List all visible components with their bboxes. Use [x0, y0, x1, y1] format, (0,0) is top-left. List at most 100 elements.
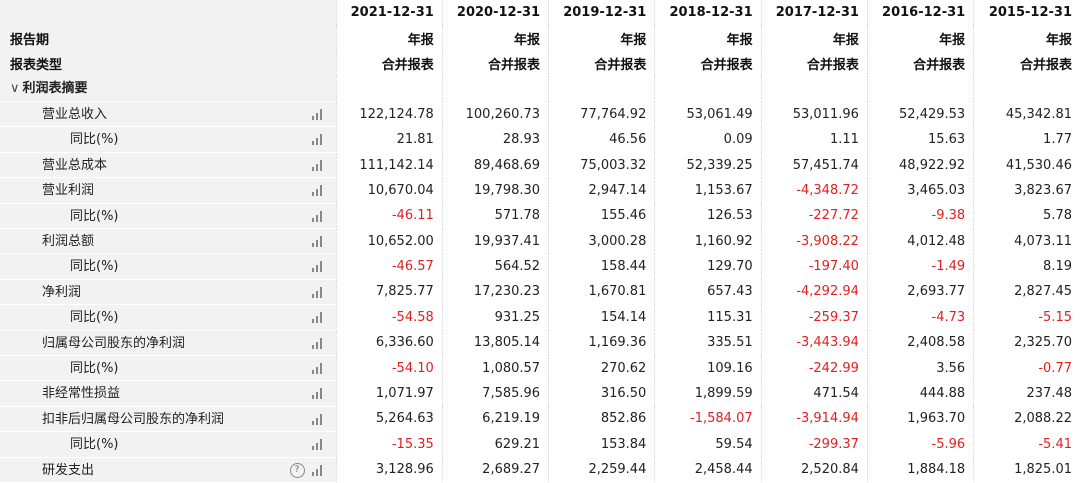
row-label: 同比(%) [70, 437, 119, 453]
value-cell: 57,451.74 [760, 152, 868, 178]
section-toggle[interactable]: ∨ 利润表摘要 [0, 76, 336, 103]
value-cell: 1.11 [760, 126, 868, 153]
section-header-row[interactable]: ∨ 利润表摘要 [0, 76, 1080, 103]
row-label: 非经常性损益 [42, 386, 121, 402]
bar-chart-icon[interactable] [311, 439, 324, 451]
table-row: 归属母公司股东的净利润 6,336.60 13,805.14 1,169.36 335.… [0, 330, 1080, 356]
value-cell: 45,342.81 [973, 101, 1080, 127]
value-cell: 89,468.69 [441, 152, 549, 178]
table-row: 净利润 7,825.77 17,230.23 1,670.81 657.43 -4,292… [0, 279, 1080, 306]
period-date[interactable]: 2018-12-31 [654, 0, 762, 26]
row-label-cell: 非经常性损益 [0, 380, 336, 407]
period-date[interactable]: 2017-12-31 [760, 0, 868, 26]
value-cell: 109.16 [654, 355, 762, 381]
table-row: 同比(%) -54.10 1,080.57 270.62 109.16 -242.99 3.… [0, 355, 1080, 382]
value-cell: -54.58 [335, 304, 443, 331]
table-row: 同比(%) -15.35 629.21 153.84 59.54 -299.37 -5.96… [0, 431, 1080, 458]
bar-chart-icon[interactable] [311, 388, 324, 400]
period-date[interactable]: 2020-12-31 [441, 0, 549, 26]
bar-chart-icon[interactable] [311, 109, 324, 121]
row-label: 同比(%) [70, 208, 119, 224]
row-label: 归属母公司股东的净利润 [42, 335, 186, 351]
period-date[interactable]: 2015-12-31 [973, 0, 1080, 26]
value-cell: 2,458.44 [654, 457, 762, 483]
bar-chart-icon[interactable] [311, 312, 324, 324]
value-cell: 2,947.14 [548, 177, 655, 204]
period-type: 年报 [973, 25, 1080, 51]
period-header-row: 2021-12-31 2020-12-31 2019-12-31 2018-12… [0, 0, 1080, 26]
value-cell: 3.56 [866, 355, 974, 381]
table-row: 同比(%) -46.11 571.78 155.46 126.53 -227.72 -9.3… [0, 203, 1080, 230]
value-cell: -242.99 [760, 355, 868, 381]
statement-type: 合并报表 [760, 50, 868, 77]
value-cell: 270.62 [548, 355, 655, 381]
value-cell: 237.48 [973, 380, 1080, 407]
row-label-cell: 同比(%) [0, 126, 336, 153]
value-cell: 7,825.77 [335, 279, 443, 305]
value-cell: -15.35 [335, 431, 443, 458]
help-icon[interactable]: ? [289, 462, 305, 478]
row-label: 利润总额 [42, 234, 95, 250]
value-cell: -259.37 [760, 304, 868, 331]
value-cell: 4,012.48 [866, 228, 974, 254]
row-label-cell: 利润总额 [0, 228, 336, 255]
value-cell: -46.57 [335, 253, 443, 280]
bar-chart-icon[interactable] [311, 236, 324, 248]
bar-chart-icon[interactable] [311, 413, 324, 425]
header-corner [0, 0, 336, 26]
value-cell: 1,153.67 [654, 177, 762, 204]
bar-chart-icon[interactable] [311, 134, 324, 146]
value-cell: -299.37 [760, 431, 868, 458]
period-date[interactable]: 2021-12-31 [335, 0, 443, 26]
value-cell: -5.96 [866, 431, 974, 458]
value-cell: -197.40 [760, 253, 868, 280]
table-row: 利润总额 10,652.00 19,937.41 3,000.28 1,160.92 -3… [0, 228, 1080, 255]
bar-chart-icon[interactable] [311, 362, 324, 374]
bar-chart-icon[interactable] [311, 286, 324, 298]
table-row: 同比(%) -46.57 564.52 158.44 129.70 -197.40 -1.4… [0, 253, 1080, 280]
value-cell: -4,292.94 [760, 279, 868, 305]
value-cell: -9.38 [866, 203, 974, 229]
table-row: 营业总成本 111,142.14 89,468.69 75,003.32 52,339.… [0, 152, 1080, 179]
row-label: 营业总成本 [42, 157, 108, 173]
row-label: 营业利润 [42, 183, 95, 199]
section-title: 利润表摘要 [22, 81, 88, 97]
value-cell: 471.54 [760, 380, 868, 407]
statement-type: 合并报表 [335, 50, 443, 77]
value-cell: 2,693.77 [866, 279, 974, 305]
value-cell: 3,000.28 [548, 228, 655, 254]
value-cell: 75,003.32 [548, 152, 655, 178]
value-cell: -54.10 [335, 355, 443, 381]
period-date[interactable]: 2016-12-31 [866, 0, 974, 26]
value-cell: 2,325.70 [973, 330, 1080, 356]
row-label: 净利润 [42, 284, 82, 300]
row-label: 同比(%) [70, 310, 119, 326]
value-cell: 10,652.00 [335, 228, 443, 254]
bar-chart-icon[interactable] [311, 210, 324, 222]
row-label-cell: 净利润 [0, 279, 336, 306]
value-cell: 126.53 [654, 203, 762, 229]
bar-chart-icon[interactable] [311, 159, 324, 171]
bar-chart-icon[interactable] [311, 337, 324, 349]
bar-chart-icon[interactable] [311, 185, 324, 197]
table-row: 同比(%) -54.58 931.25 154.14 115.31 -259.37 -4.7… [0, 304, 1080, 331]
value-cell: 46.56 [548, 126, 655, 153]
row-label-cell: 同比(%) [0, 355, 336, 382]
value-cell: 6,336.60 [335, 330, 443, 356]
bar-chart-icon[interactable] [311, 464, 324, 476]
value-cell: -3,908.22 [760, 228, 868, 254]
value-cell: 629.21 [441, 431, 549, 458]
value-cell: 19,937.41 [441, 228, 549, 254]
period-type: 年报 [335, 25, 443, 51]
period-date[interactable]: 2019-12-31 [548, 0, 655, 26]
chevron-down-icon[interactable]: ∨ [10, 81, 20, 97]
row-label: 营业总收入 [42, 107, 108, 123]
bar-chart-icon[interactable] [311, 261, 324, 273]
value-cell: -1.49 [866, 253, 974, 280]
statement-type: 合并报表 [441, 50, 549, 77]
value-cell: 3,823.67 [973, 177, 1080, 204]
value-cell: -4.73 [866, 304, 974, 331]
statement-type: 合并报表 [548, 50, 655, 77]
row-label-cell: 同比(%) [0, 253, 336, 280]
